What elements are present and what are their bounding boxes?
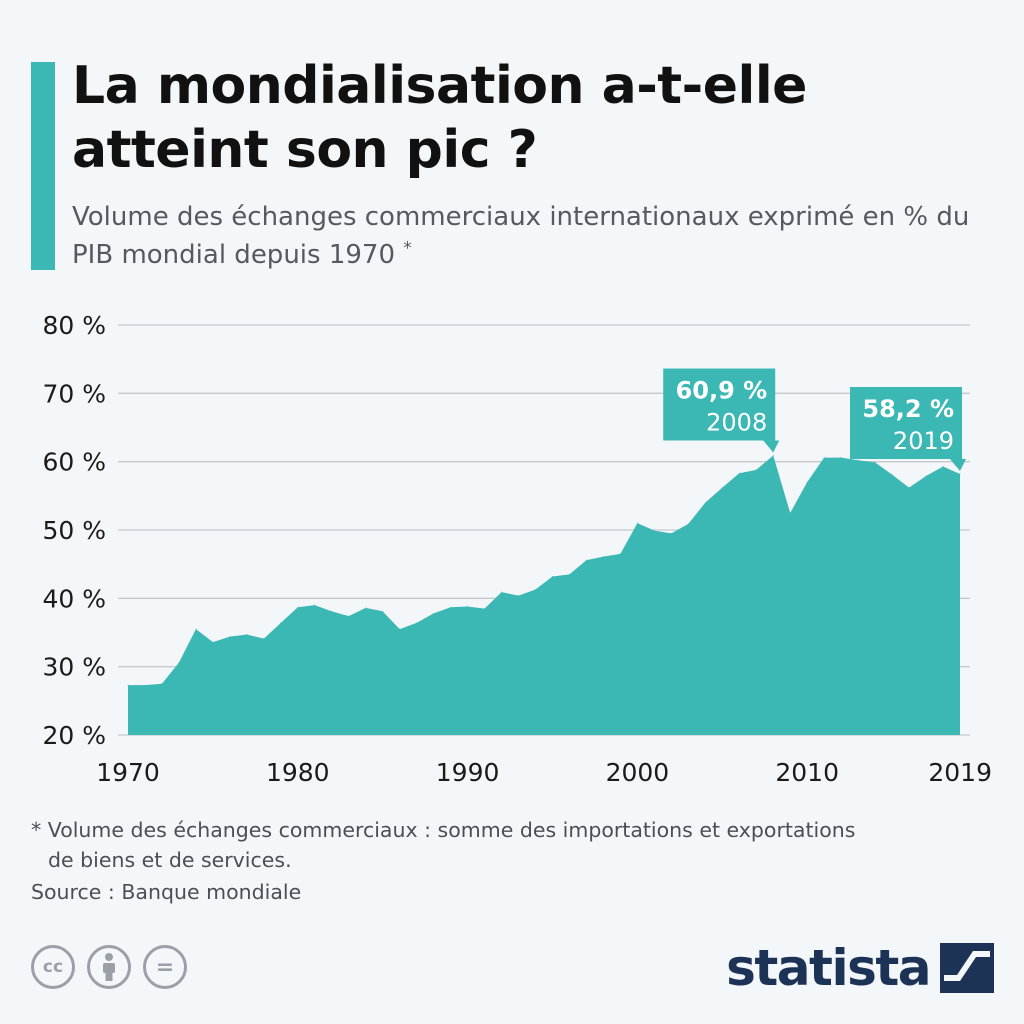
data-point xyxy=(585,559,587,561)
data-point xyxy=(925,475,927,477)
area-chart: 20 % 30 % 40 % 50 % 60 % 70 % 80 % 1970 1980 199… xyxy=(42,311,992,787)
subtitle: Volume des échanges commerciaux internat… xyxy=(72,198,972,274)
data-point xyxy=(857,459,859,461)
person-icon xyxy=(103,953,115,981)
data-point xyxy=(874,461,876,463)
data-point xyxy=(399,628,401,630)
data-point xyxy=(721,487,723,489)
footnote-line-1: * Volume des échanges commerciaux : somm… xyxy=(31,818,856,842)
y-tick-label: 20 % xyxy=(42,721,106,750)
data-point xyxy=(365,607,367,609)
x-tick-label: 1980 xyxy=(266,758,330,787)
data-point xyxy=(959,473,961,475)
y-axis-tick-labels: 20 % 30 % 40 % 50 % 60 % 70 % 80 % xyxy=(42,311,106,750)
data-point xyxy=(382,610,384,612)
x-tick-label: 2019 xyxy=(928,758,992,787)
data-point xyxy=(331,610,333,612)
x-tick-label: 2000 xyxy=(606,758,670,787)
page-title: La mondialisation a-t-elle atteint son p… xyxy=(72,56,807,180)
y-tick-label: 50 % xyxy=(42,516,106,545)
annotation-value: 58,2 % xyxy=(862,395,954,423)
x-tick-label: 1990 xyxy=(436,758,500,787)
x-tick-label: 1970 xyxy=(96,758,160,787)
data-point xyxy=(229,636,231,638)
annotation-value: 60,9 % xyxy=(676,377,768,405)
source-note: Source : Banque mondiale xyxy=(31,880,302,904)
data-point xyxy=(551,575,553,577)
statista-logo-icon xyxy=(940,943,994,993)
attribution-icon[interactable] xyxy=(87,945,131,989)
data-point xyxy=(789,512,791,514)
data-point xyxy=(280,622,282,624)
annotation-box xyxy=(663,368,780,453)
data-point xyxy=(840,457,842,459)
data-point xyxy=(450,606,452,608)
data-point xyxy=(942,465,944,467)
data-point xyxy=(535,588,537,590)
data-point xyxy=(568,573,570,575)
x-axis-tick-labels: 1970 1980 1990 2000 2010 2019 xyxy=(96,758,992,787)
data-point xyxy=(806,481,808,483)
y-tick-label: 30 % xyxy=(42,653,106,682)
license-badges[interactable]: cc = xyxy=(31,945,187,989)
data-point xyxy=(619,553,621,555)
annotation-callout: 58,2 % 2019 xyxy=(850,386,966,471)
chart-area-series xyxy=(128,455,960,735)
annotation-year: 2008 xyxy=(706,409,767,437)
data-point xyxy=(687,523,689,525)
data-point xyxy=(636,522,638,524)
annotation-year: 2019 xyxy=(893,427,954,455)
data-point xyxy=(263,638,265,640)
data-point xyxy=(772,455,774,457)
data-point xyxy=(484,608,486,610)
data-point xyxy=(467,606,469,608)
data-point xyxy=(127,684,129,686)
chart-data-points xyxy=(127,455,961,686)
data-point xyxy=(670,532,672,534)
footnote: * Volume des échanges commerciaux : somm… xyxy=(31,815,1011,875)
data-point xyxy=(348,615,350,617)
data-point xyxy=(501,591,503,593)
y-tick-label: 60 % xyxy=(42,448,106,477)
data-point xyxy=(161,683,163,685)
data-point xyxy=(755,469,757,471)
data-point xyxy=(518,595,520,597)
data-point xyxy=(314,604,316,606)
data-point xyxy=(178,662,180,664)
data-point xyxy=(297,606,299,608)
data-point xyxy=(653,530,655,532)
data-point xyxy=(246,634,248,636)
data-point xyxy=(144,684,146,686)
data-point xyxy=(704,502,706,504)
subtitle-footnote-mark: * xyxy=(403,238,412,259)
annotation-box xyxy=(850,386,966,471)
x-tick-label: 2010 xyxy=(775,758,839,787)
data-point xyxy=(602,556,604,558)
data-point xyxy=(212,641,214,643)
no-derivatives-icon[interactable]: = xyxy=(143,945,187,989)
y-tick-label: 80 % xyxy=(42,311,106,340)
annotation-callout: 60,9 % 2008 xyxy=(663,368,780,453)
data-point xyxy=(416,622,418,624)
area-fill xyxy=(128,455,960,735)
data-point xyxy=(738,472,740,474)
statista-logo[interactable]: statista xyxy=(726,938,994,998)
data-point xyxy=(891,474,893,476)
data-point xyxy=(433,612,435,614)
y-tick-label: 40 % xyxy=(42,584,106,613)
footnote-line-2: de biens et de services. xyxy=(48,848,292,872)
chart-annotations: 60,9 % 2008 58,2 % 2019 xyxy=(663,368,966,471)
cc-icon[interactable]: cc xyxy=(31,945,75,989)
data-point xyxy=(195,628,197,630)
accent-bar xyxy=(31,62,55,270)
data-point xyxy=(823,457,825,459)
subtitle-text: Volume des échanges commerciaux internat… xyxy=(72,202,970,270)
y-tick-label: 70 % xyxy=(42,379,106,408)
brand-name: statista xyxy=(726,939,931,997)
data-point xyxy=(908,487,910,489)
